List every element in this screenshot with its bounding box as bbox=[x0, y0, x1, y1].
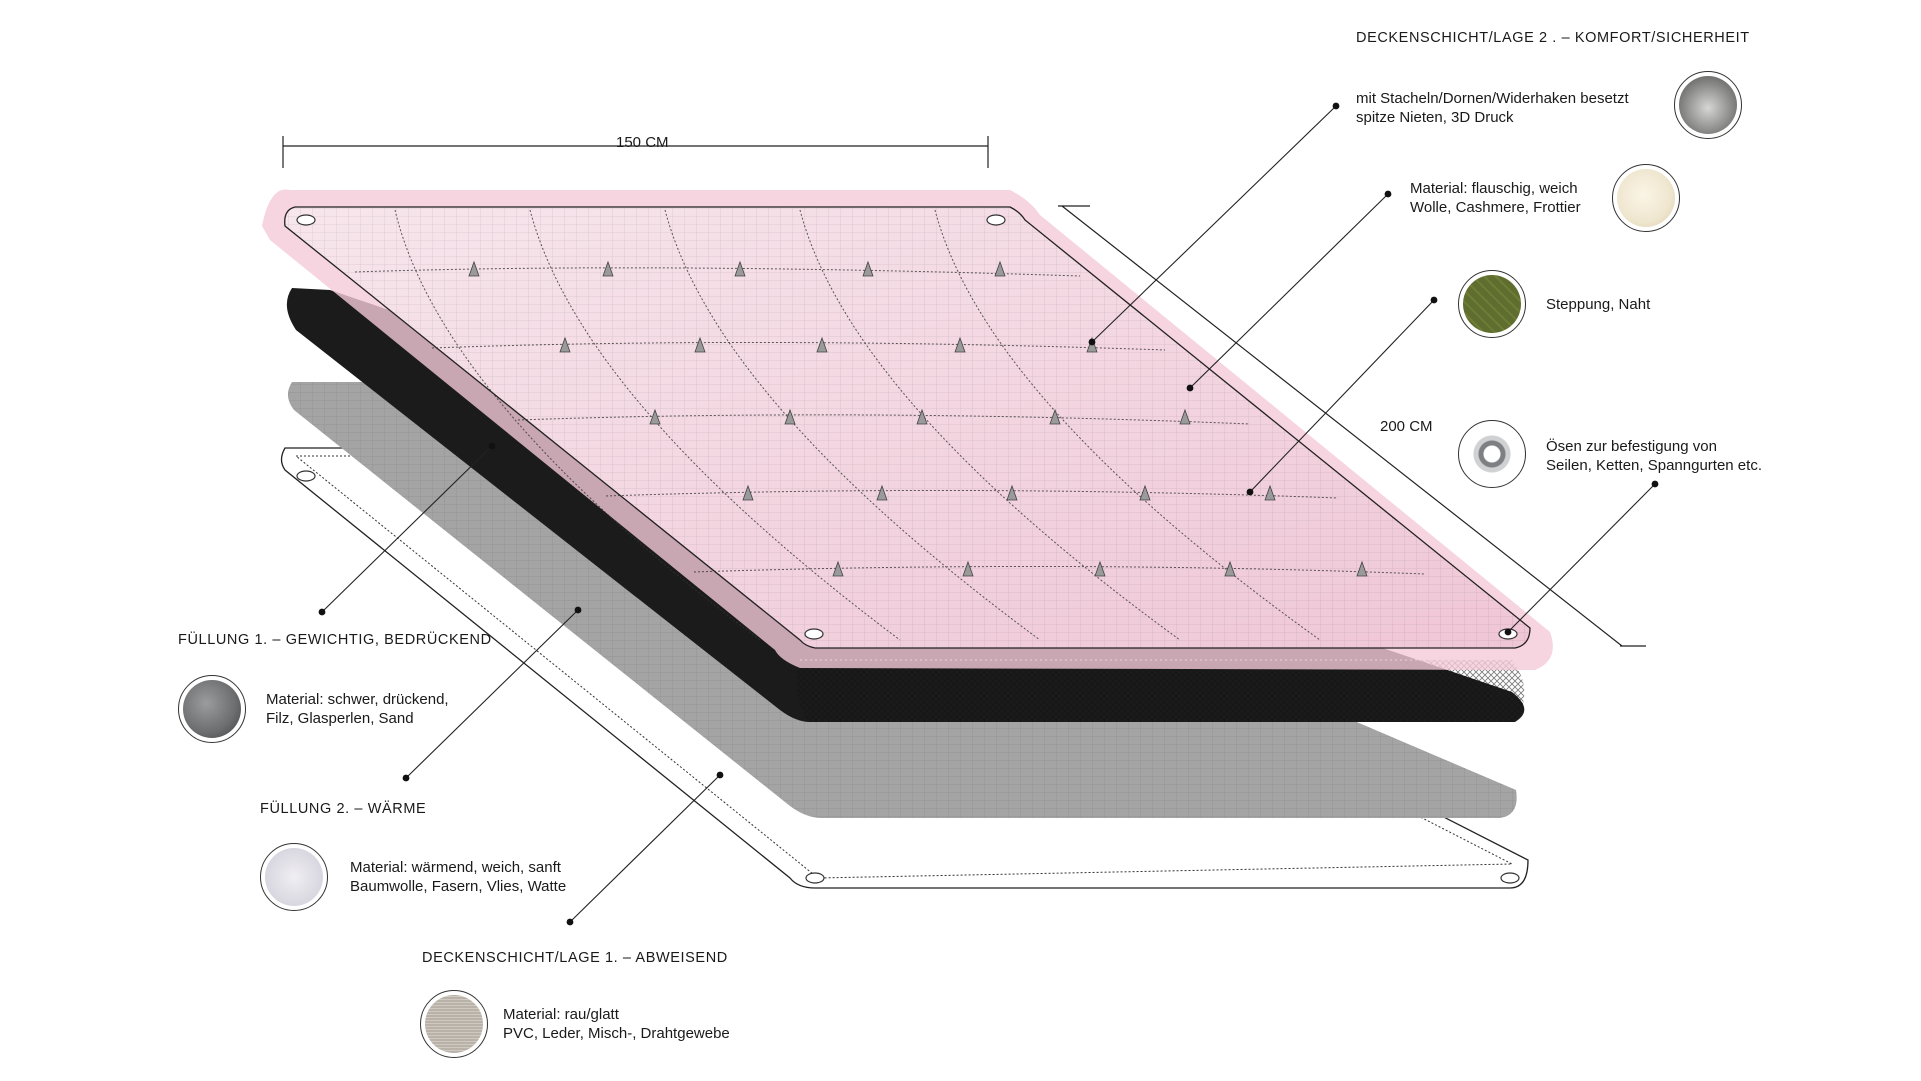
rough-line1: Material: rau/glatt bbox=[503, 1006, 619, 1023]
warm-swatch bbox=[260, 843, 328, 911]
spike-rivet bbox=[1139, 484, 1151, 501]
eyelets-line1: Ösen zur befestigung von bbox=[1546, 438, 1717, 455]
eyelets-line2: Seilen, Ketten, Spanngurten etc. bbox=[1546, 457, 1762, 474]
fluffy-swatch bbox=[1612, 164, 1680, 232]
heavy-description: Material: schwer, drückend, Filz, Glaspe… bbox=[266, 690, 449, 728]
fluffy-line1: Material: flauschig, weich bbox=[1410, 180, 1578, 197]
spike-rivet bbox=[602, 260, 614, 277]
spike-rivet bbox=[962, 560, 974, 577]
spike-rivet bbox=[784, 408, 796, 425]
rough-swatch bbox=[420, 990, 488, 1058]
warm-description: Material: wärmend, weich, sanft Baumwoll… bbox=[350, 858, 566, 896]
spike-rivet bbox=[1264, 484, 1276, 501]
rough-swatch-fill bbox=[425, 995, 483, 1053]
spike-rivet bbox=[994, 260, 1006, 277]
heavy-line2: Filz, Glasperlen, Sand bbox=[266, 710, 414, 727]
spike-rivet bbox=[1049, 408, 1061, 425]
rough-description: Material: rau/glatt PVC, Leder, Misch-, … bbox=[503, 1005, 730, 1043]
spike-rivet bbox=[559, 336, 571, 353]
spikes-line2: spitze Nieten, 3D Druck bbox=[1356, 109, 1514, 126]
heading-filling-1: FÜLLUNG 1. – GEWICHTIG, BEDRÜCKEND bbox=[178, 632, 492, 648]
fluffy-swatch-fill bbox=[1617, 169, 1675, 227]
heading-bottom-cover: DECKENSCHICHT/LAGE 1. – ABWEISEND bbox=[422, 950, 728, 966]
spikes-line1: mit Stacheln/Dornen/Widerhaken besetzt bbox=[1356, 90, 1629, 107]
spike-rivet bbox=[1224, 560, 1236, 577]
width-dimension-label: 150 CM bbox=[616, 134, 669, 151]
quilting-description: Steppung, Naht bbox=[1546, 295, 1650, 314]
warm-line1: Material: wärmend, weich, sanft bbox=[350, 859, 561, 876]
quilting-swatch-fill bbox=[1463, 275, 1521, 333]
spike-rivet bbox=[1356, 560, 1368, 577]
spike-rivets bbox=[468, 260, 1368, 577]
spike-rivet bbox=[832, 560, 844, 577]
warm-swatch-fill bbox=[265, 848, 323, 906]
spike-rivet bbox=[742, 484, 754, 501]
warm-line2: Baumwolle, Fasern, Vlies, Watte bbox=[350, 878, 567, 895]
heading-top-cover: DECKENSCHICHT/LAGE 2 . – KOMFORT/SICHERH… bbox=[1356, 30, 1750, 46]
spike-rivet bbox=[954, 336, 966, 353]
spike-rivet bbox=[1006, 484, 1018, 501]
spike-rivet bbox=[468, 260, 480, 277]
leader-dots bbox=[318, 102, 1659, 926]
heavy-line1: Material: schwer, drückend, bbox=[266, 691, 449, 708]
heavy-swatch-fill bbox=[183, 680, 241, 738]
spikes-swatch-fill bbox=[1679, 76, 1737, 134]
spike-rivet bbox=[816, 336, 828, 353]
quilting-line1: Steppung, Naht bbox=[1546, 296, 1651, 313]
heading-filling-2: FÜLLUNG 2. – WÄRME bbox=[260, 801, 427, 817]
spike-rivet bbox=[649, 408, 661, 425]
heavy-swatch bbox=[178, 675, 246, 743]
leader-lines bbox=[321, 105, 1656, 923]
fluffy-line2: Wolle, Cashmere, Frottier bbox=[1410, 199, 1581, 216]
spike-rivet bbox=[876, 484, 888, 501]
rough-line2: PVC, Leder, Misch-, Drahtgewebe bbox=[503, 1025, 730, 1042]
length-dimension-label: 200 CM bbox=[1380, 418, 1433, 435]
eyelets-swatch bbox=[1458, 420, 1526, 488]
eyelets-swatch-fill bbox=[1463, 425, 1521, 483]
spike-rivet bbox=[1094, 560, 1106, 577]
spike-rivet bbox=[694, 336, 706, 353]
spike-rivet bbox=[1179, 408, 1191, 425]
top-cover-layer bbox=[284, 206, 1531, 649]
eyelets-description: Ösen zur befestigung von Seilen, Ketten,… bbox=[1546, 437, 1762, 475]
spike-rivet bbox=[734, 260, 746, 277]
spikes-description: mit Stacheln/Dornen/Widerhaken besetzt s… bbox=[1356, 89, 1629, 127]
dimension-lines bbox=[282, 136, 1646, 647]
spikes-swatch bbox=[1674, 71, 1742, 139]
spike-rivet bbox=[916, 408, 928, 425]
fluffy-description: Material: flauschig, weich Wolle, Cashme… bbox=[1410, 179, 1581, 217]
quilting-swatch bbox=[1458, 270, 1526, 338]
spike-rivet bbox=[862, 260, 874, 277]
